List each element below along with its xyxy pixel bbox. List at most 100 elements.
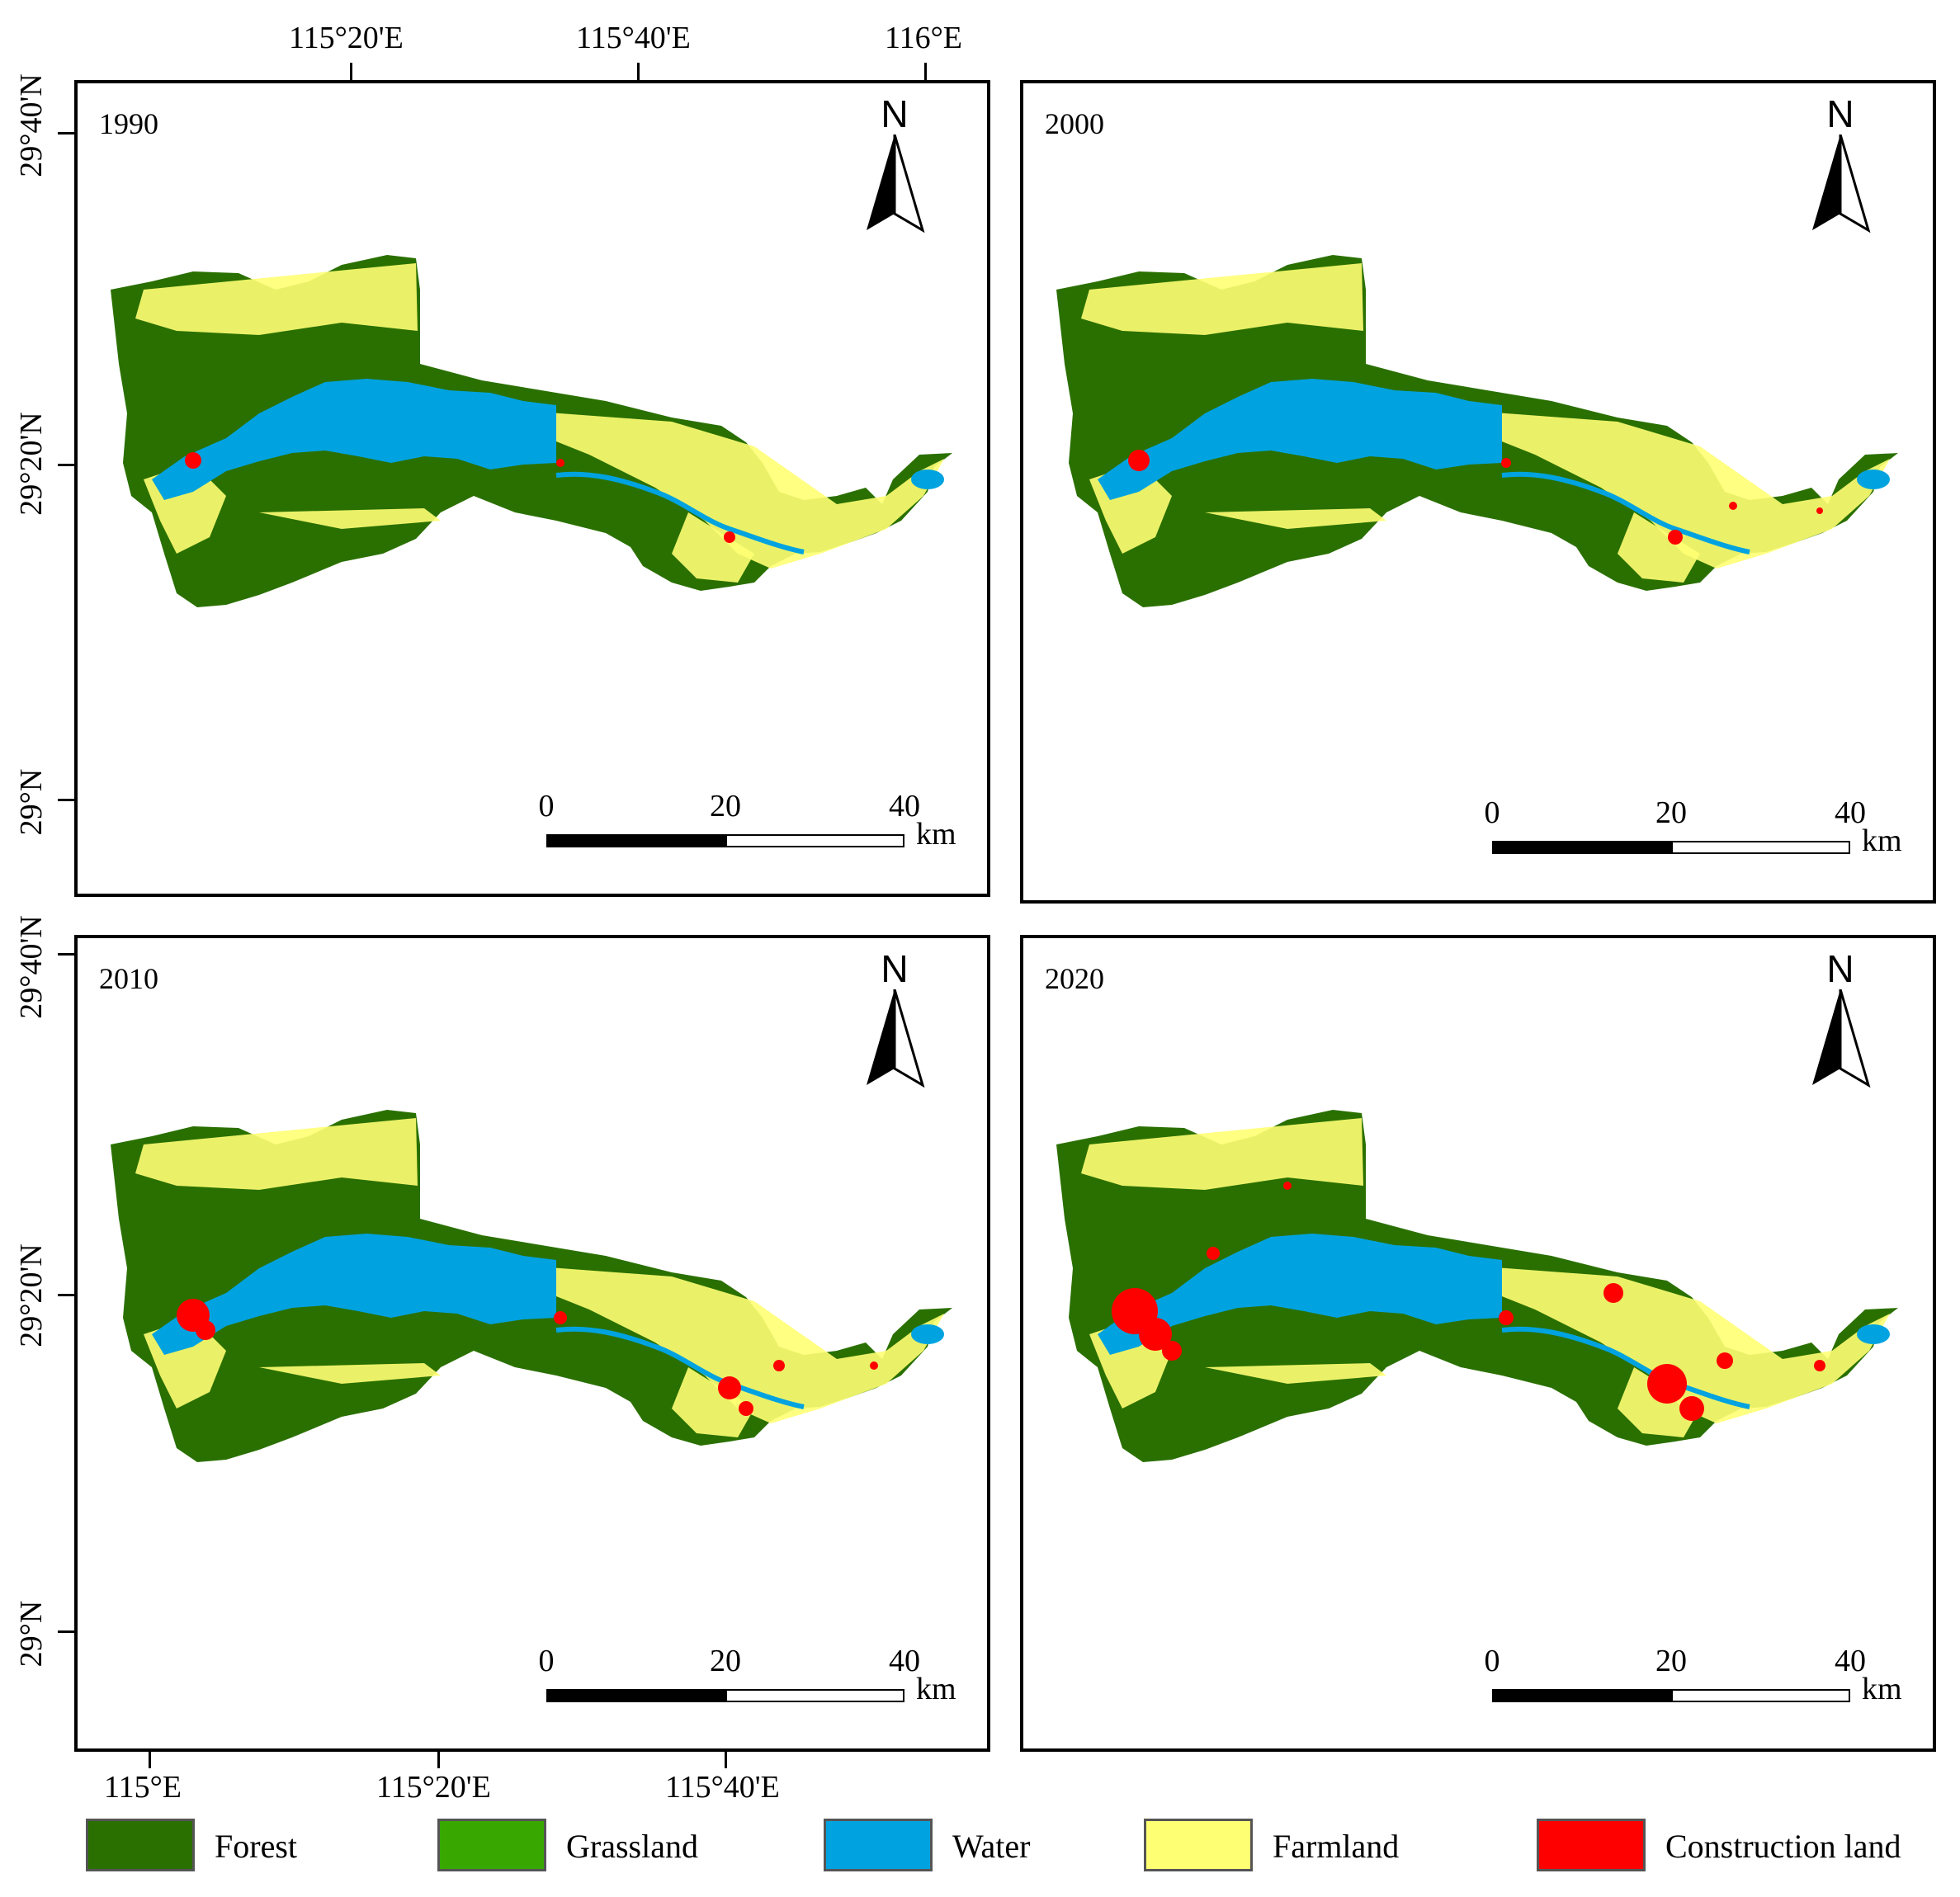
lon-label-top-2: 115°40'E	[576, 21, 691, 55]
north-arrow: N	[1807, 948, 1873, 1092]
farmland-area	[1205, 1363, 1386, 1384]
lat-tick-bottom-2	[58, 1294, 76, 1296]
panel-year: 2020	[1045, 962, 1104, 995]
construction-area	[1501, 458, 1511, 468]
scale-label-20: 20	[1655, 795, 1687, 830]
construction-area	[1814, 1360, 1825, 1371]
lat-label-top-2: 29°20'N	[14, 412, 49, 516]
map-panel-1990: 1990 N 0 20 40 km	[74, 80, 990, 897]
construction-area	[196, 1320, 215, 1340]
farmland-area	[259, 508, 441, 529]
north-arrow: N	[862, 93, 928, 238]
scale-bar-black	[546, 834, 725, 847]
lake-water	[911, 1324, 944, 1344]
north-arrow-icon	[1812, 989, 1871, 1088]
scale-bar-white	[725, 1689, 904, 1702]
construction-area	[773, 1360, 785, 1371]
scale-unit: km	[916, 1672, 956, 1706]
lat-tick-top-1	[58, 132, 76, 134]
north-letter: N	[881, 947, 909, 990]
scale-label-0: 0	[538, 1644, 555, 1678]
scale-label-40: 40	[889, 789, 920, 823]
construction-area	[554, 1311, 567, 1324]
farmland-area	[1618, 512, 1700, 583]
north-letter: N	[881, 92, 909, 135]
scale-bar-white	[725, 834, 904, 847]
construction-area	[1816, 507, 1823, 514]
scale-unit: km	[916, 817, 956, 852]
land-use-map	[1056, 255, 1898, 607]
legend-label: Grassland	[566, 1828, 698, 1865]
map-panel-2000: 2000 N 0 20 40 km	[1020, 80, 1936, 904]
construction-area	[739, 1401, 753, 1416]
lon-label-bottom-2: 115°20'E	[376, 1770, 491, 1805]
farmland-area	[672, 1367, 754, 1437]
lat-label-bottom-3: 29°N	[14, 1600, 49, 1668]
north-letter: N	[1826, 92, 1854, 135]
construction-area	[1647, 1364, 1687, 1404]
scale-label-0: 0	[1484, 795, 1500, 830]
scale-bar-black	[546, 1689, 725, 1702]
construction-area	[1499, 1310, 1514, 1325]
scale-bar: 0 20 40 km	[539, 788, 956, 854]
north-arrow-icon	[867, 134, 925, 234]
construction-area	[1139, 1318, 1172, 1351]
north-arrow: N	[1807, 93, 1873, 238]
reservoir-water	[152, 379, 556, 500]
reservoir-water	[152, 1234, 556, 1355]
construction-area	[870, 1361, 878, 1370]
construction-area	[556, 459, 564, 467]
lon-label-bottom-3: 115°40'E	[665, 1770, 780, 1805]
farmland-area	[449, 1260, 944, 1423]
construction-area	[1603, 1283, 1623, 1303]
lon-tick-bottom-2	[437, 1750, 440, 1768]
lat-tick-bottom-3	[58, 1630, 76, 1633]
construction-area	[1207, 1247, 1220, 1260]
reservoir-water	[1098, 379, 1502, 500]
legend-label: Forest	[215, 1828, 297, 1865]
panel-year: 2000	[1045, 107, 1104, 140]
construction-area	[1679, 1396, 1704, 1421]
lon-tick-top-3	[924, 63, 927, 81]
lon-tick-top-2	[637, 63, 640, 81]
panel-year: 1990	[99, 107, 158, 140]
river-water	[1501, 471, 1750, 554]
construction-area	[1283, 1182, 1292, 1190]
river-water	[555, 471, 805, 554]
legend-label: Farmland	[1273, 1828, 1400, 1865]
lake-water	[1857, 470, 1890, 489]
scale-bar: 0 20 40 km	[1485, 1643, 1902, 1709]
lon-label-top-3: 116°E	[885, 21, 962, 55]
scale-label-0: 0	[1484, 1644, 1500, 1678]
farmland-area	[1081, 1118, 1363, 1190]
farmland-area	[135, 1118, 418, 1190]
legend-swatch	[1144, 1819, 1253, 1871]
scale-bar: 0 20 40 km	[539, 1643, 956, 1709]
north-arrow: N	[862, 948, 928, 1092]
scale-bar-white	[1671, 1689, 1850, 1702]
scale-unit: km	[1862, 1672, 1902, 1706]
north-arrow-icon	[1812, 134, 1871, 234]
scale-label-20: 20	[1655, 1644, 1687, 1678]
legend-label: Construction land	[1665, 1828, 1901, 1865]
scale-label-20: 20	[710, 1644, 741, 1678]
legend: Forest Grassland Water Farmland Construc…	[86, 1812, 1934, 1878]
farmland-area	[1395, 405, 1890, 569]
map-region	[1056, 255, 1898, 607]
scale-bar-black	[1492, 1689, 1671, 1702]
north-arrow-icon	[867, 989, 925, 1088]
legend-swatch	[824, 1819, 933, 1871]
legend-swatch	[1537, 1819, 1646, 1871]
scale-label-0: 0	[538, 789, 555, 823]
farmland-area	[259, 1363, 441, 1384]
land-use-map	[111, 1110, 952, 1462]
river-water	[555, 1326, 805, 1409]
scale-label-40: 40	[1835, 1644, 1866, 1678]
farmland-area	[1395, 1260, 1890, 1423]
scale-bar-black	[1492, 841, 1671, 854]
scale-bar: 0 20 40 km	[1485, 795, 1902, 861]
legend-swatch	[437, 1819, 546, 1871]
construction-area	[1668, 530, 1683, 545]
scale-label-40: 40	[1835, 795, 1866, 830]
lat-tick-top-3	[58, 799, 76, 801]
